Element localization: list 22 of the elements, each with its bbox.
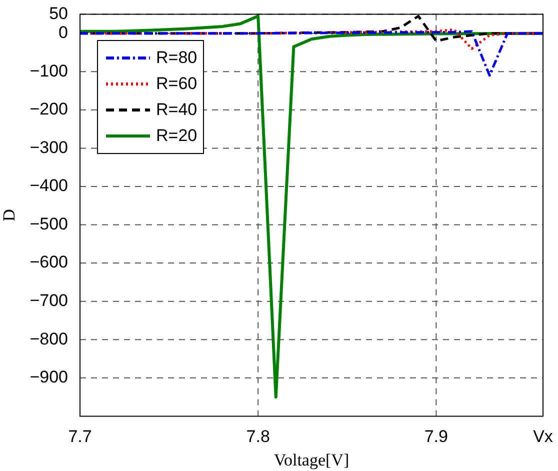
y-tick-label: −800 — [30, 329, 68, 348]
y-tick-label: −300 — [30, 138, 68, 157]
y-tick-label: −500 — [30, 214, 68, 234]
x-tick-label: 7.7 — [68, 427, 92, 446]
y-tick-label: −900 — [30, 368, 68, 387]
x-tick-label: 7.9 — [424, 427, 448, 446]
line-series — [80, 30, 543, 77]
y-tick-label: −700 — [30, 291, 68, 310]
y-tick-label: −100 — [30, 61, 68, 80]
y-tick-label: −600 — [30, 252, 68, 272]
y-axis-title: D — [0, 209, 19, 222]
legend-label: R=60 — [156, 74, 198, 94]
y-tick-label: 0 — [58, 23, 68, 42]
y-tick-label: −200 — [30, 100, 68, 119]
x-tick-label: 7.8 — [246, 427, 270, 446]
legend-label: R=20 — [156, 126, 198, 146]
y-tick-label: −400 — [30, 176, 68, 196]
legend-label: R=80 — [156, 48, 198, 68]
legend-label: R=40 — [156, 100, 198, 120]
x-axis-title: Voltage[V] — [274, 450, 350, 470]
y-tick-label: 50 — [49, 4, 68, 23]
x-tick-label: Vx — [533, 427, 554, 446]
